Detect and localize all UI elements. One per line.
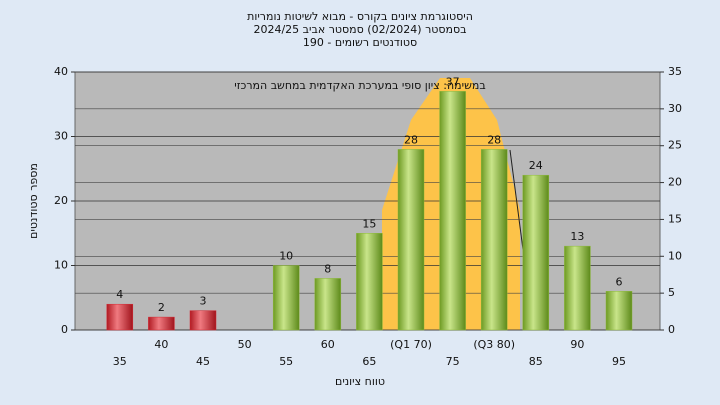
x-tick-label: 90 [570, 338, 584, 351]
value-label: 15 [362, 217, 376, 230]
x-tick-label: 60 [321, 338, 335, 351]
bar [397, 149, 425, 331]
bar [439, 91, 466, 331]
value-label: 28 [487, 133, 501, 146]
x-tick-label: 35 [113, 355, 127, 368]
y-tick-label: 20 [54, 194, 68, 207]
y2-tick-label: 35 [668, 65, 682, 78]
bar [272, 265, 300, 331]
value-label: 10 [279, 250, 293, 263]
x-axis-label: טווח ציונים [335, 375, 385, 388]
x-tick-label: (Q3 80) [473, 338, 515, 351]
x-tick-label: 55 [279, 355, 293, 368]
bar [106, 303, 134, 331]
bar [189, 310, 217, 331]
y2-tick-label: 20 [668, 176, 682, 189]
x-tick-label: (Q1 70) [390, 338, 432, 351]
value-label: 4 [116, 288, 123, 301]
y2-tick-label: 0 [668, 323, 675, 336]
x-tick-label: 50 [238, 338, 252, 351]
y-tick-label: 10 [54, 259, 68, 272]
value-label: 3 [200, 295, 207, 308]
y-tick-label: 30 [54, 130, 68, 143]
x-tick-label: 95 [612, 355, 626, 368]
trend-line [509, 149, 526, 266]
bar [522, 174, 550, 331]
x-tick-label: 85 [529, 355, 543, 368]
value-label: 28 [404, 133, 418, 146]
value-label: 37 [446, 75, 460, 88]
x-tick-label: 45 [196, 355, 210, 368]
x-tick-label: 40 [154, 338, 168, 351]
bar [148, 316, 175, 331]
y-axis-label: מספר סטודנטים [27, 163, 40, 239]
x-tick-label: 75 [446, 355, 460, 368]
bar [605, 291, 633, 331]
y-tick-label: 40 [54, 65, 68, 78]
bar [480, 149, 508, 331]
bar [314, 278, 342, 331]
value-label: 8 [324, 262, 331, 275]
annotation: במשימה: ציון סופי במערכת האקדמית במחשב ה… [234, 79, 485, 92]
x-tick-label: 65 [362, 355, 376, 368]
value-label: 24 [529, 159, 543, 172]
y-tick-label: 0 [61, 323, 68, 336]
subtitle2: סטודנטים רשומים - 190 [303, 36, 417, 49]
bar [564, 245, 591, 331]
value-label: 2 [158, 301, 165, 314]
value-label: 6 [616, 275, 623, 288]
y2-tick-label: 5 [668, 286, 675, 299]
value-label: 13 [570, 230, 584, 243]
y2-tick-label: 25 [668, 139, 682, 152]
subtitle: בסמסטר (02/2024) סמסטר אביב 2024/25 [253, 23, 466, 36]
bar [356, 233, 383, 331]
y2-tick-label: 15 [668, 212, 682, 225]
y2-tick-label: 10 [668, 249, 682, 262]
y2-tick-label: 30 [668, 102, 682, 115]
chart-title: היסטוגרמת ציונים בקורס - מבוא לשיטות נומ… [247, 10, 473, 23]
